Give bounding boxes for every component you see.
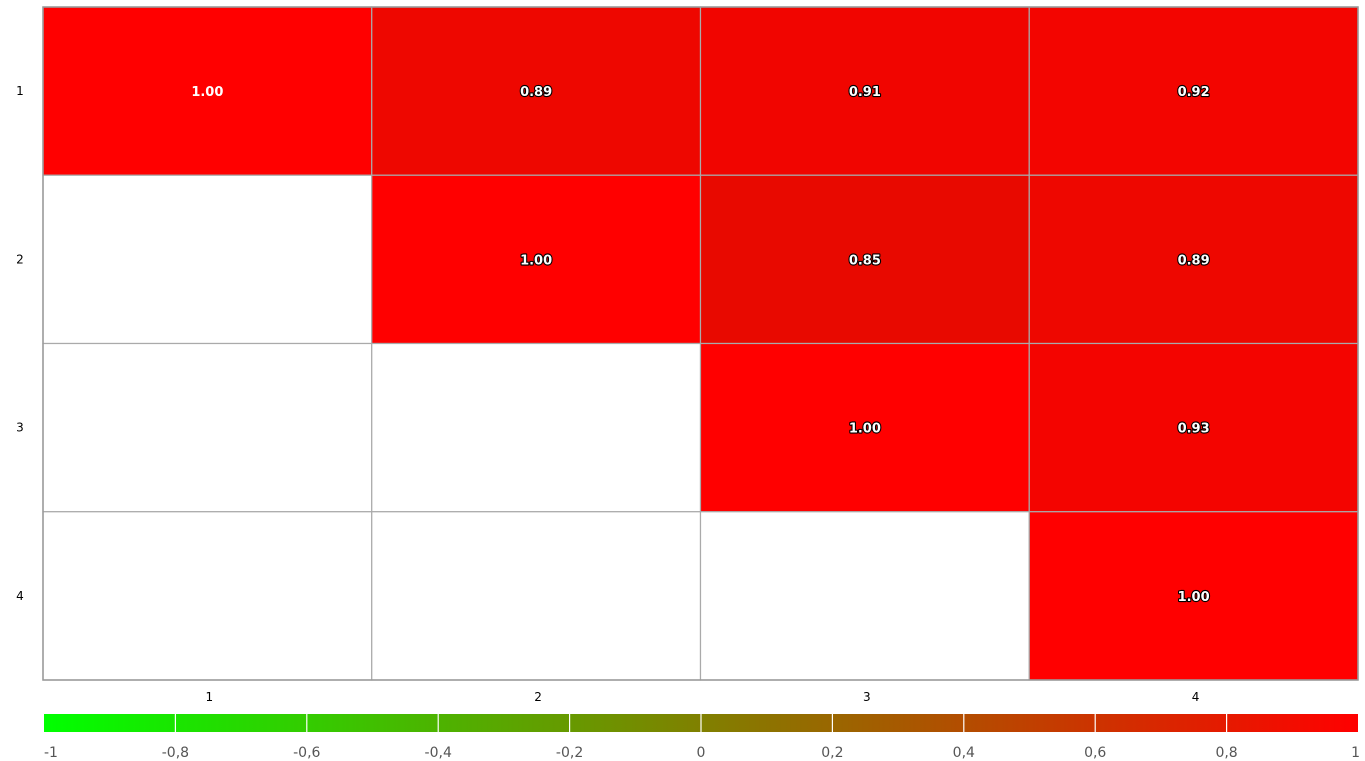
- column-label-3: 3: [863, 690, 871, 704]
- color-scale-bar: -1 -0,8 -0,6 -0,4 -0,2 0 0,2 0,4 0,6 0,8 1: [44, 714, 1360, 761]
- color-scale-label-2: -0,6: [293, 745, 320, 761]
- color-scale-label-0: -1: [44, 745, 58, 761]
- column-label-2: 2: [534, 690, 542, 704]
- color-scale-label-9: 0,8: [1215, 745, 1237, 761]
- heatmap-cell-r4-c1: [42, 511, 373, 681]
- column-axis: 1 2 3 4: [206, 690, 1200, 704]
- heatmap-cell-r2-c1: [42, 174, 373, 345]
- row-axis: 1 2 3 4: [16, 84, 24, 603]
- heatmap-value-label-r2-c4: 0.89: [1178, 253, 1210, 268]
- heatmap-cell-r4-c3: [699, 511, 1030, 681]
- heatmap-cell-r2-c2: [371, 174, 702, 345]
- heatmap-value-label-r1-c4: 0.92: [1178, 85, 1210, 100]
- heatmap-value-label-r2-c3: 0.85: [849, 253, 881, 268]
- heatmap-cell-r1-c2: [371, 6, 702, 176]
- heatmap-cell-r3-c3: [699, 342, 1030, 513]
- heatmap-cell-r3-c1: [42, 342, 373, 513]
- heatmap-cell-r1-c1: [42, 6, 373, 176]
- row-label-3: 3: [16, 421, 24, 435]
- heatmap-value-label-r2-c2: 1.00: [520, 253, 552, 268]
- row-label-1: 1: [16, 84, 24, 98]
- heatmap-cell-r3-c2: [371, 342, 702, 513]
- heatmap-value-label-r1-c2: 0.89: [520, 85, 552, 100]
- row-label-4: 4: [16, 589, 24, 603]
- column-label-1: 1: [206, 690, 214, 704]
- heatmap-cell-r2-c4: [1028, 174, 1359, 345]
- heatmap-value-label-r4-c4: 1.00: [1178, 590, 1210, 605]
- heatmap-cell-r4-c4: [1028, 511, 1359, 681]
- color-scale-label-7: 0,4: [953, 745, 975, 761]
- color-scale-label-8: 0,6: [1084, 745, 1106, 761]
- color-scale-label-10: 1: [1351, 745, 1360, 761]
- color-scale-label-4: -0,2: [556, 745, 583, 761]
- heatmap-cell-r1-c4: [1028, 6, 1359, 176]
- heatmap-cell-r2-c3: [699, 174, 1030, 345]
- column-label-4: 4: [1192, 690, 1200, 704]
- heatmap-border: [42, 6, 1359, 681]
- color-scale-label-6: 0,2: [821, 745, 843, 761]
- heatmap-cells: [42, 6, 1359, 681]
- heatmap-value-labels: 1.00 0.89 0.91 0.92 1.00 0.85 0.89 1.00 0.93 1.00: [191, 84, 1210, 606]
- color-scale-label-1: -0,8: [162, 745, 189, 761]
- heatmap-value-label-r1-c3: 0.91: [849, 85, 881, 100]
- heatmap-cell-r4-c2: [371, 511, 702, 681]
- heatmap-value-label-r3-c4: 0.93: [1178, 422, 1210, 437]
- color-scale-label-3: -0,4: [425, 745, 452, 761]
- color-scale-label-5: 0: [697, 745, 706, 761]
- heatmap-value-label-r3-c3: 1.00: [849, 422, 881, 437]
- heatmap-value-label-r1-c1: 1.00: [191, 85, 223, 100]
- row-label-2: 2: [16, 252, 24, 266]
